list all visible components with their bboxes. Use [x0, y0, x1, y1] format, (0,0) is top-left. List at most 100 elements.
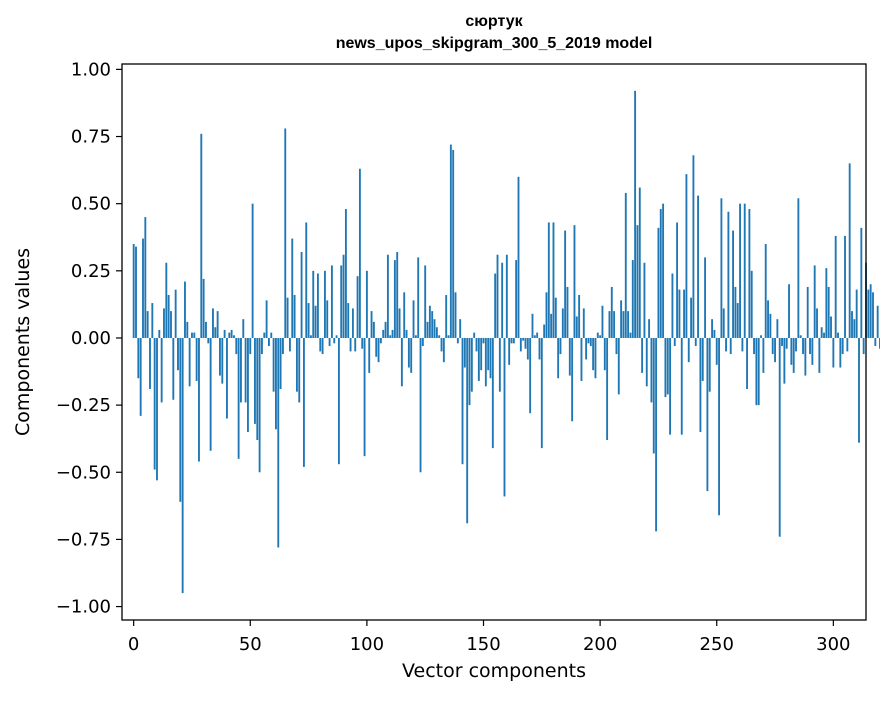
bar: [207, 337, 210, 344]
bar: [365, 270, 368, 338]
bar: [326, 300, 329, 338]
bar: [181, 337, 184, 594]
bar: [398, 308, 401, 338]
bar: [755, 337, 758, 406]
bar: [219, 337, 221, 376]
bar: [760, 335, 762, 338]
bar: [419, 337, 422, 473]
bar: [554, 297, 557, 338]
bar: [722, 308, 725, 338]
bar: [725, 337, 727, 352]
bar: [200, 133, 203, 338]
bar: [704, 257, 707, 338]
bar: [375, 337, 378, 357]
bar: [302, 337, 305, 467]
bar: [617, 337, 620, 395]
bar: [851, 311, 853, 338]
bar: [837, 332, 839, 338]
bar: [785, 337, 788, 349]
bar: [673, 337, 676, 347]
bar: [482, 337, 485, 344]
bar: [445, 295, 448, 338]
bar: [718, 337, 720, 516]
bar: [823, 332, 825, 338]
bar: [279, 337, 282, 389]
bar: [715, 337, 718, 365]
bar: [678, 289, 681, 338]
bar: [184, 281, 186, 338]
bar: [144, 217, 147, 338]
bar: [288, 337, 291, 352]
bar: [417, 257, 420, 338]
bar: [298, 337, 301, 403]
bar: [151, 303, 154, 338]
bar: [774, 337, 776, 363]
bar: [191, 332, 193, 338]
bar: [410, 337, 413, 373]
bar: [778, 337, 781, 537]
bar: [818, 337, 821, 373]
bar: [237, 337, 240, 459]
bar: [256, 337, 259, 441]
bar: [753, 337, 755, 355]
bar: [454, 292, 457, 338]
bar: [468, 337, 471, 406]
bar: [827, 286, 830, 338]
bar: [557, 337, 560, 379]
bar: [792, 337, 795, 373]
bar: [613, 311, 616, 338]
bar: [680, 337, 683, 435]
bar: [580, 337, 583, 381]
bar: [314, 305, 317, 338]
bar: [494, 273, 497, 338]
bar: [603, 337, 606, 371]
bar: [741, 337, 744, 352]
bar: [610, 286, 613, 338]
bar: [697, 195, 700, 338]
bar: [291, 238, 294, 338]
bar: [354, 337, 357, 352]
bar: [816, 308, 818, 338]
bar: [188, 337, 191, 387]
x-tick-label: 100: [350, 634, 384, 655]
bar: [624, 192, 627, 338]
bar: [174, 289, 177, 338]
bar: [135, 246, 137, 338]
bar: [198, 337, 200, 462]
bar: [396, 252, 399, 338]
bar: [356, 276, 359, 338]
bar: [713, 329, 716, 338]
bar: [226, 337, 228, 419]
bar: [666, 337, 669, 395]
bar: [379, 337, 382, 344]
bar: [270, 332, 273, 338]
bar: [447, 335, 450, 338]
bar: [783, 337, 786, 384]
bar: [601, 305, 604, 338]
bar: [729, 337, 732, 355]
bar: [620, 300, 623, 338]
bar: [746, 337, 748, 389]
bar: [858, 337, 860, 443]
bar: [834, 235, 837, 338]
bar: [853, 319, 856, 338]
bar: [459, 319, 462, 338]
bar: [466, 337, 469, 524]
bar: [328, 337, 331, 347]
bar: [195, 337, 198, 381]
bar: [582, 308, 585, 338]
bar: [757, 337, 760, 406]
bar: [874, 337, 877, 347]
bar: [214, 327, 217, 338]
x-tick-label: 200: [583, 634, 617, 655]
bar: [545, 292, 548, 338]
x-tick-label: 0: [128, 634, 139, 655]
bar: [323, 270, 326, 338]
bar: [503, 337, 506, 497]
bar: [869, 284, 872, 338]
bar: [867, 289, 870, 338]
bar: [743, 203, 746, 338]
bar: [764, 243, 767, 338]
bar: [286, 297, 289, 338]
